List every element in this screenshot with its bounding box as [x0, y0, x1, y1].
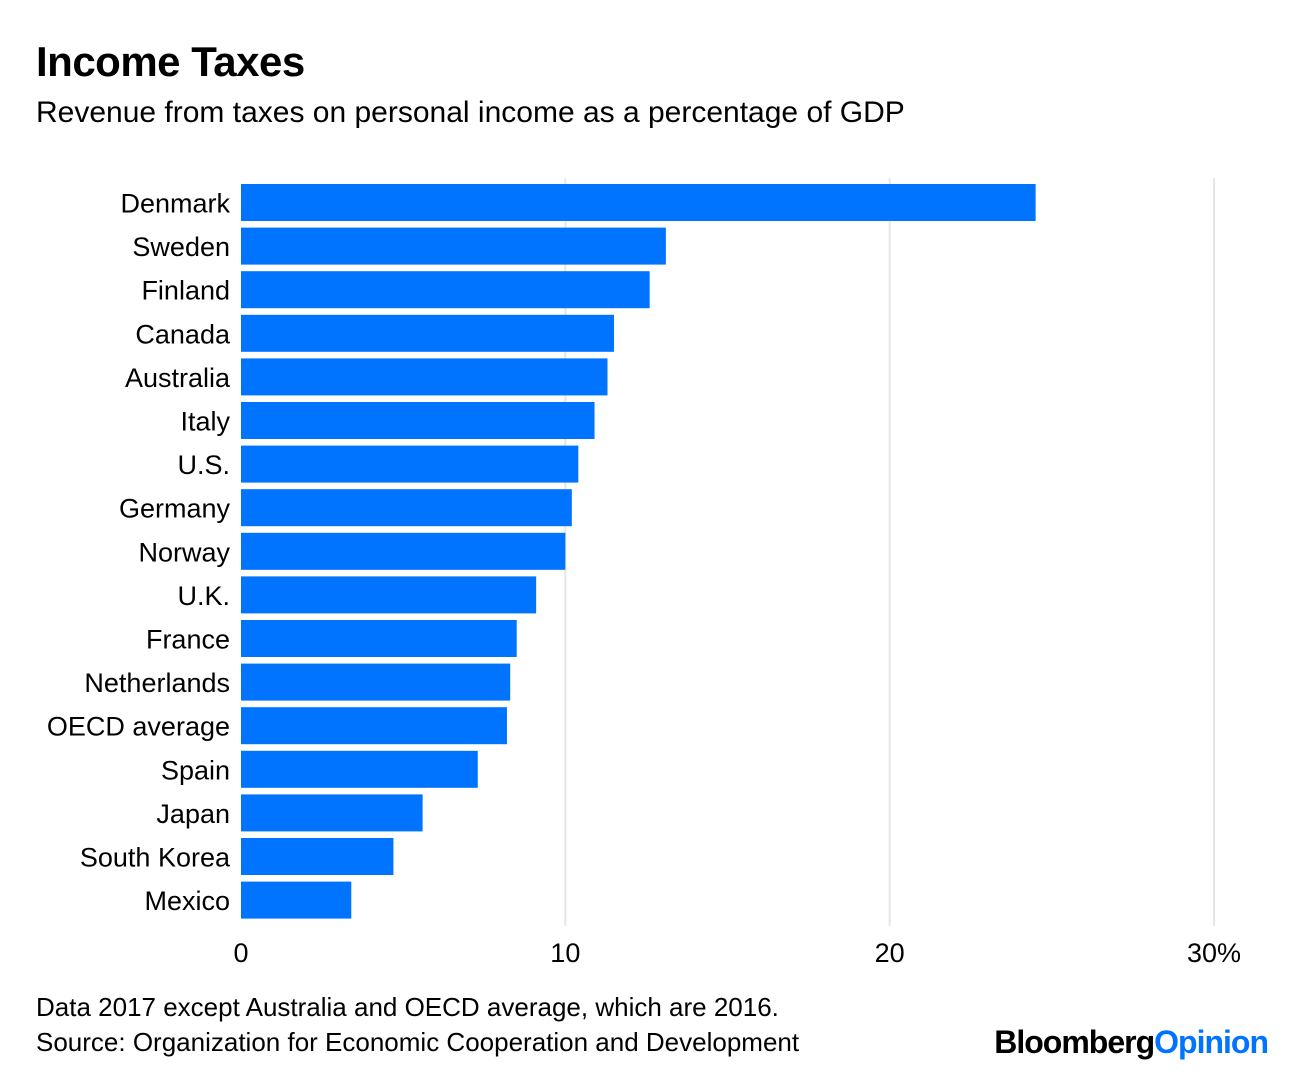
category-label: Japan [156, 799, 230, 829]
x-tick-label: 0 [233, 938, 248, 968]
bar-norway [241, 532, 566, 570]
bar-u-s [241, 445, 579, 483]
data-note: Data 2017 except Australia and OECD aver… [36, 992, 779, 1022]
category-label: Spain [161, 755, 230, 785]
bar-south-korea [241, 838, 394, 875]
bar-japan [241, 794, 423, 832]
category-label: Australia [125, 363, 231, 393]
bar-canada [241, 314, 614, 352]
bar-sweden [241, 227, 666, 265]
source-note: Source: Organization for Economic Cooper… [36, 1027, 800, 1057]
bar-chart: Denmark Sweden Finland Canada Australia Italy… [47, 178, 1241, 968]
bar-oecd-average [241, 707, 507, 745]
bar-finland [241, 271, 650, 309]
logo-product: Opinion [1154, 1024, 1269, 1060]
x-tick-label: 20 [875, 938, 905, 968]
bar-denmark [241, 184, 1036, 221]
bloomberg-opinion-logo: BloombergOpinion [994, 1024, 1269, 1061]
bar-france [241, 620, 517, 657]
category-labels: Denmark Sweden Finland Canada Australia Italy… [47, 189, 231, 917]
category-label: Netherlands [84, 668, 230, 698]
category-label: Canada [135, 319, 231, 349]
bar-netherlands [241, 663, 511, 701]
chart-title: Income Taxes [36, 38, 305, 85]
category-label: Sweden [132, 232, 230, 262]
category-label: Finland [141, 276, 230, 306]
category-label: Mexico [144, 886, 230, 916]
category-label: U.S. [177, 450, 230, 480]
footnotes: Data 2017 except Australia and OECD aver… [36, 990, 799, 1060]
logo-brand: Bloomberg [994, 1024, 1155, 1060]
category-label: South Korea [80, 843, 231, 873]
category-label: Germany [119, 494, 231, 524]
category-label: Italy [180, 407, 230, 437]
chart-subtitle: Revenue from taxes on personal income as… [36, 96, 905, 129]
category-label: Denmark [120, 189, 230, 219]
grid-lines [564, 178, 1215, 926]
category-label: Norway [138, 537, 230, 567]
bars [241, 184, 1036, 919]
bar-mexico [241, 881, 352, 919]
bar-u-k [241, 576, 537, 614]
category-label: U.K. [177, 581, 230, 611]
x-tick-label: 30% [1187, 938, 1241, 968]
bar-australia [241, 358, 608, 396]
bar-spain [241, 750, 478, 788]
category-label: OECD average [47, 712, 230, 742]
x-tick-labels: 0 10 20 30% [233, 938, 1241, 968]
x-tick-label: 10 [550, 938, 580, 968]
bar-italy [241, 402, 595, 439]
bar-germany [241, 489, 572, 527]
category-label: France [146, 625, 230, 655]
